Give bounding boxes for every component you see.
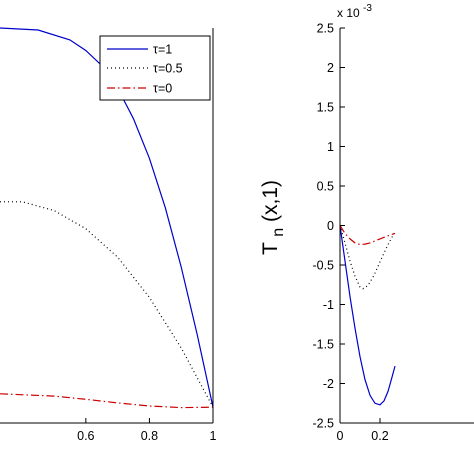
- legend-label-tau05: τ=0.5: [153, 62, 183, 76]
- left-x-tick-label: 0.8: [141, 429, 158, 443]
- right-y-tick-label: 0.5: [317, 180, 334, 194]
- legend-label-tau1: τ=1: [153, 43, 172, 57]
- y-axis-label-rest: (x,1): [259, 180, 282, 222]
- y-axis-label-subscript: n: [270, 228, 287, 237]
- right-y-tick-label: 1: [327, 140, 334, 154]
- left-x-ticks: 0.6 0.8 1: [77, 418, 217, 443]
- right-y-tick-label: -1.5: [312, 338, 334, 352]
- left-x-tick-label: 0.6: [77, 429, 94, 443]
- right-series-line-2: [339, 225, 396, 246]
- legend: τ=1 τ=0.5 τ=0: [99, 35, 211, 101]
- left-series-line-0: [0, 27, 214, 408]
- right-y-tick-label: -2: [323, 377, 334, 391]
- y-axis-label: T n (x,1): [259, 180, 288, 255]
- right-y-ticks: -2.5 -2 -1.5 -1 -0.5 0 0.5 1 1.5 2 2.5: [312, 22, 345, 431]
- left-x-tick-label: 1: [210, 429, 217, 443]
- right-x-tick-label: 0: [337, 429, 344, 443]
- right-series-line-1: [339, 225, 396, 290]
- right-x-tick-label: 0.2: [371, 429, 388, 443]
- left-series-line-1: [0, 201, 214, 408]
- right-y-tick-label: -1: [323, 298, 334, 312]
- left-series-line-2: [0, 393, 214, 409]
- left-plot-panel: 0.6 0.8 1 τ=1 τ=0.5 τ=0: [0, 27, 217, 443]
- right-y-tick-label: -2.5: [312, 417, 334, 431]
- y-axis-label-main: T: [259, 242, 282, 255]
- right-y-tick-label: 2.5: [317, 22, 334, 36]
- legend-label-tau0: τ=0: [153, 82, 172, 96]
- right-series-group: [339, 225, 396, 406]
- right-plot-panel: -2.5-2-1.5-1-0.500.511.522.5 0 0.2 x 10 -…: [259, 3, 474, 443]
- right-y-tick-label: 1.5: [317, 101, 334, 115]
- legend-box: [99, 35, 211, 101]
- y-multiplier-base: x 10: [337, 6, 360, 20]
- right-series-line-0: [339, 225, 396, 406]
- right-y-tick-label: 2: [327, 61, 334, 75]
- right-y-tick-label: -0.5: [312, 259, 334, 273]
- right-y-tick-label: 0: [327, 219, 334, 233]
- y-multiplier: x 10 -3: [337, 3, 372, 20]
- y-multiplier-exponent: -3: [363, 3, 372, 14]
- left-series-group: [0, 27, 214, 409]
- right-x-ticks: 0 0.2: [337, 418, 389, 443]
